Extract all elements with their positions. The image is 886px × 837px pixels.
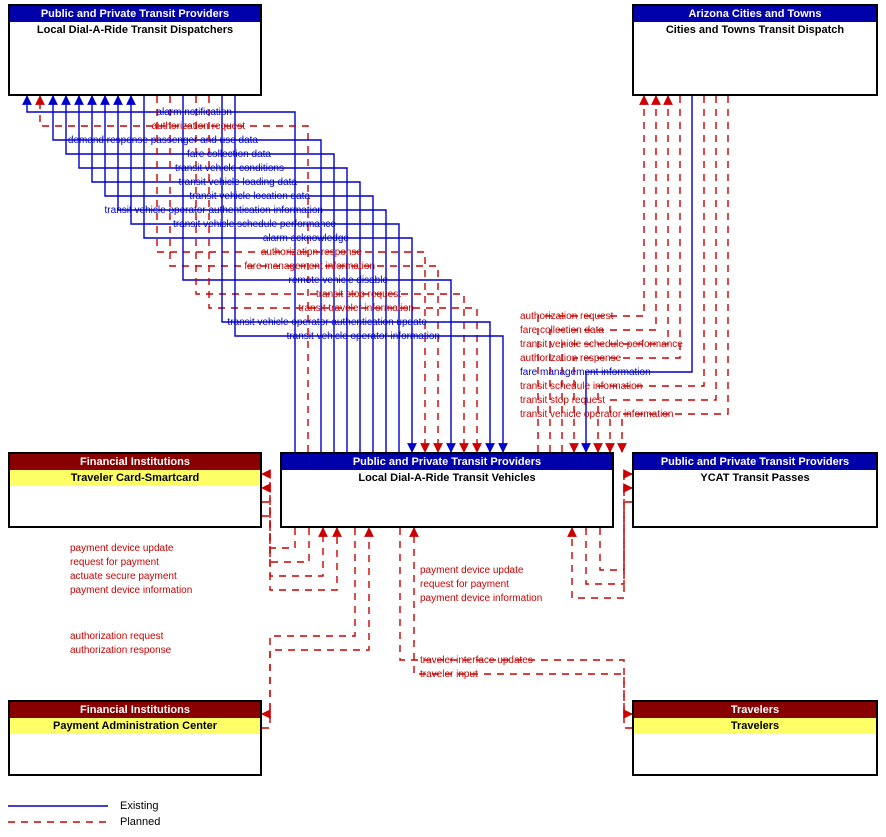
flow-label: actuate secure payment (70, 571, 177, 582)
node-smartcard[interactable]: Financial Institutions Traveler Card-Sma… (8, 452, 262, 528)
flow-label: payment device update (420, 565, 523, 576)
legend-line-existing (8, 800, 108, 812)
flow-label: fare collection data (187, 149, 271, 160)
flow-label: fare collection data (520, 325, 604, 336)
node-body: Traveler Card-Smartcard (10, 470, 260, 486)
flow-label: transit vehicle operator information (287, 331, 440, 342)
node-header: Public and Private Transit Providers (10, 6, 260, 22)
flow-label: authorization response (261, 247, 362, 258)
flow-label: request for payment (420, 579, 509, 590)
flow-label: transit vehicle loading data (179, 177, 297, 188)
node-body: YCAT Transit Passes (634, 470, 876, 486)
flow-label: payment device information (70, 585, 192, 596)
node-body: Cities and Towns Transit Dispatch (634, 22, 876, 38)
node-header: Financial Institutions (10, 454, 260, 470)
flow-label: remote vehicle disable (289, 275, 389, 286)
flow-label: traveler input (420, 669, 478, 680)
node-cities[interactable]: Arizona Cities and Towns Cities and Town… (632, 4, 878, 96)
node-body: Travelers (634, 718, 876, 734)
node-vehicles[interactable]: Public and Private Transit Providers Loc… (280, 452, 614, 528)
node-passes[interactable]: Public and Private Transit Providers YCA… (632, 452, 878, 528)
node-body: Local Dial-A-Ride Transit Vehicles (282, 470, 612, 486)
flow-label: transit traveler information (298, 303, 414, 314)
node-header: Travelers (634, 702, 876, 718)
legend-row: Planned (8, 816, 160, 832)
legend: Existing Planned (8, 800, 160, 832)
flow-label: authorization response (520, 353, 621, 364)
legend-label: Existing (120, 800, 159, 812)
node-travelers[interactable]: Travelers Travelers (632, 700, 878, 776)
flow-label: alarm acknowledge (263, 233, 349, 244)
flow-label: transit stop request (520, 395, 605, 406)
node-header: Public and Private Transit Providers (282, 454, 612, 470)
node-header: Financial Institutions (10, 702, 260, 718)
flow-label: payment device information (420, 593, 542, 604)
flow-label: payment device update (70, 543, 173, 554)
flow-label: transit vehicle conditions (175, 163, 284, 174)
flow-label: transit vehicle schedule performance (520, 339, 683, 350)
node-body: Local Dial-A-Ride Transit Dispatchers (10, 22, 260, 38)
flow-label: traveler interface updates (420, 655, 533, 666)
flow-label: demand response passenger and use data (68, 135, 258, 146)
flow-label: transit vehicle operator authentication … (105, 205, 323, 216)
flow-label: alarm notification (156, 107, 232, 118)
node-body: Payment Administration Center (10, 718, 260, 734)
node-header: Public and Private Transit Providers (634, 454, 876, 470)
flow-label: fare management information (244, 261, 375, 272)
flow-label: transit vehicle operator authentication … (227, 317, 427, 328)
flow-label: transit stop request (316, 289, 401, 300)
flow-label: request for payment (70, 557, 159, 568)
flow-label: transit schedule information (520, 381, 642, 392)
flow-label: authorization request (70, 631, 163, 642)
node-payadmin[interactable]: Financial Institutions Payment Administr… (8, 700, 262, 776)
flow-label: transit vehicle schedule performance (173, 219, 336, 230)
flow-label: transit vehicle location data (189, 191, 310, 202)
legend-row: Existing (8, 800, 160, 816)
legend-line-planned (8, 816, 108, 828)
flow-label: fare management information (520, 367, 651, 378)
flow-label: transit vehicle operator information (520, 409, 673, 420)
node-header: Arizona Cities and Towns (634, 6, 876, 22)
flow-label: authorization request (520, 311, 613, 322)
node-dispatchers[interactable]: Public and Private Transit Providers Loc… (8, 4, 262, 96)
legend-label: Planned (120, 816, 160, 828)
flow-label: authorization request (152, 121, 245, 132)
flow-label: authorization response (70, 645, 171, 656)
